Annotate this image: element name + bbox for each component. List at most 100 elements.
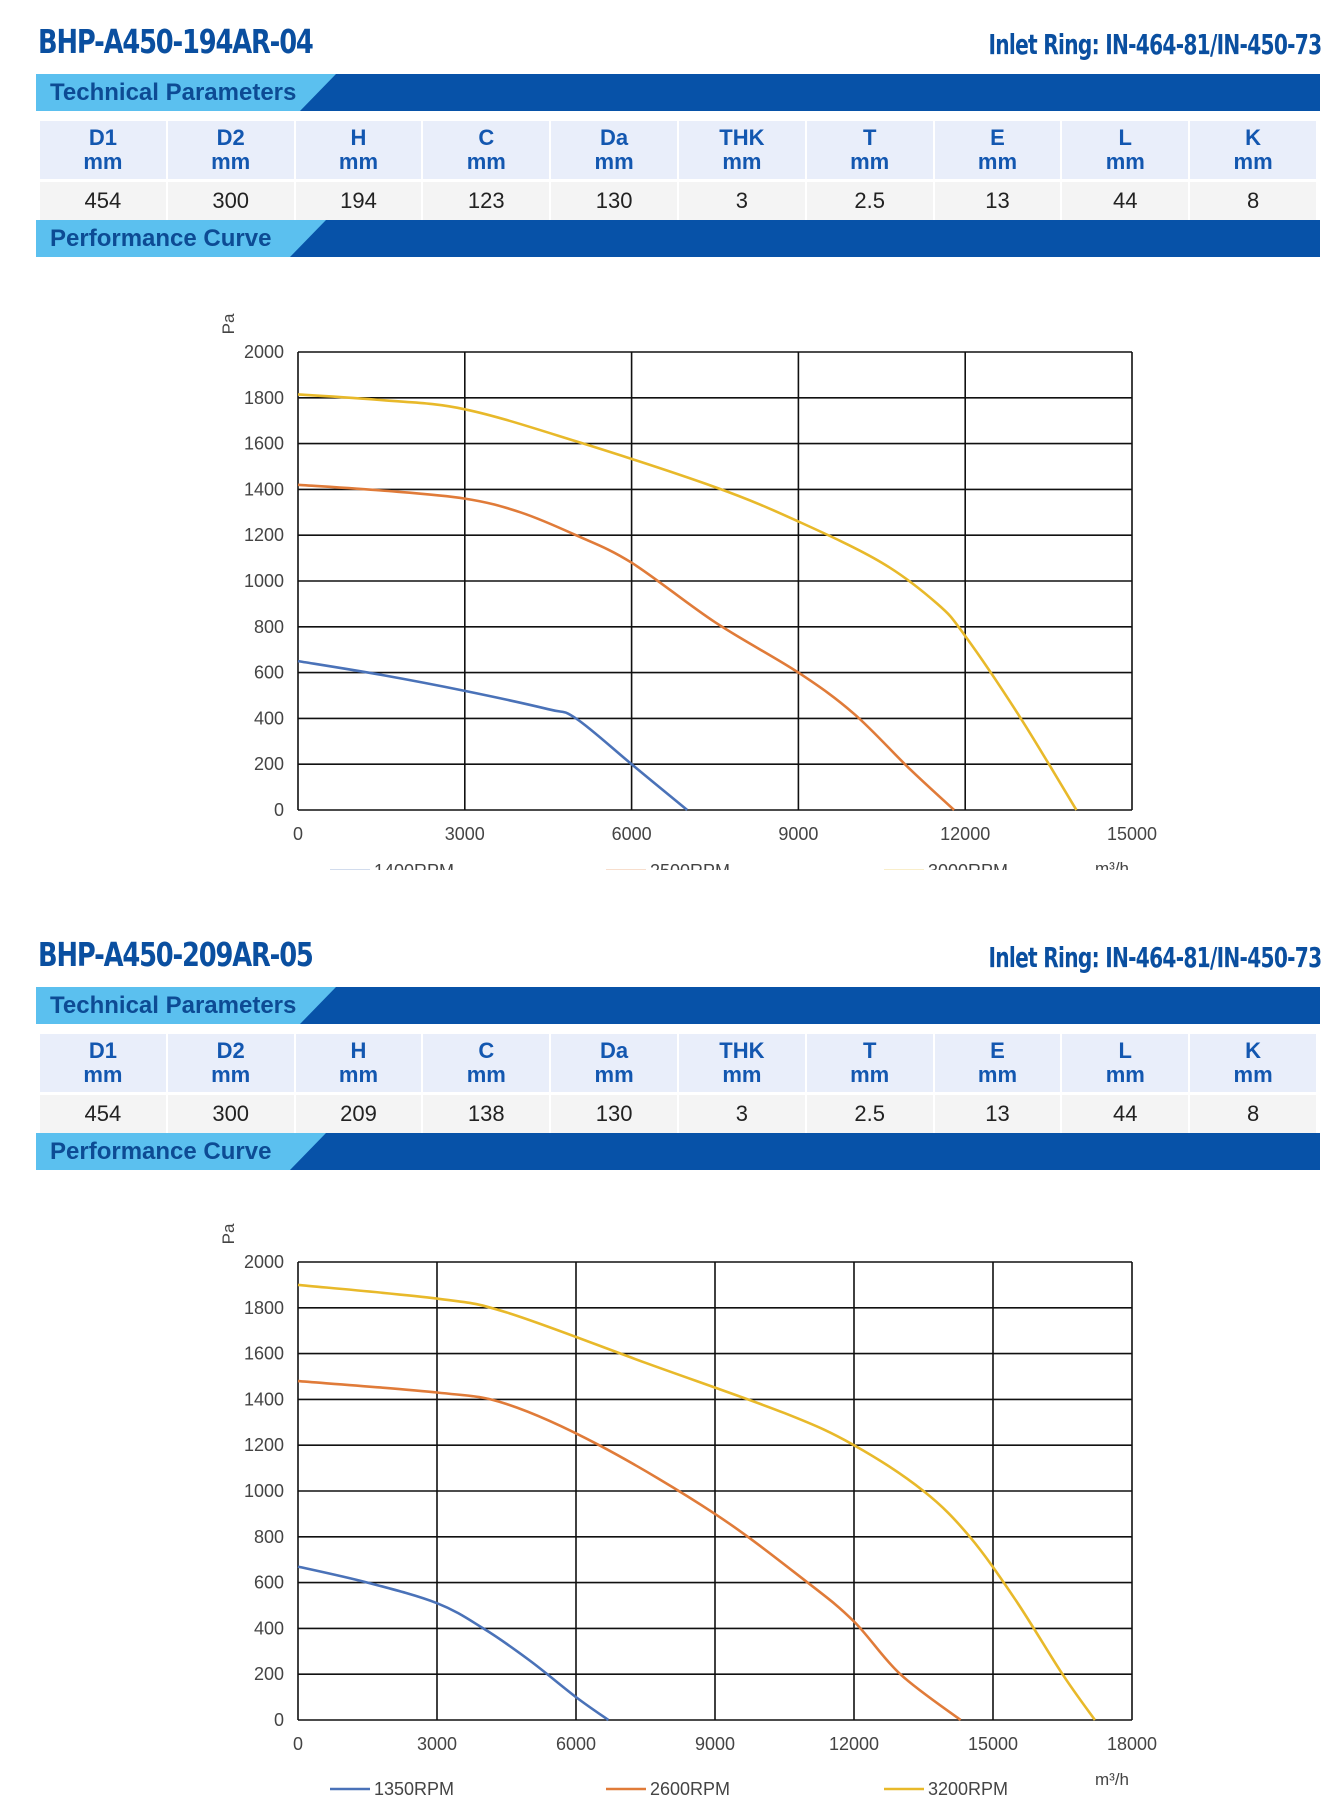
param-unit: mm — [83, 149, 123, 174]
param-header: D1 mm — [40, 121, 166, 179]
param-name: H — [350, 125, 367, 150]
y-tick-label: 1000 — [244, 571, 284, 591]
tech-params-band: Technical Parameters — [36, 987, 1320, 1024]
param-unit: mm — [466, 149, 506, 174]
param-name: H — [350, 1038, 367, 1063]
param-value: 300 — [167, 179, 294, 220]
tech-params-heading: Technical Parameters — [50, 79, 297, 106]
param-name: D2 — [216, 125, 245, 150]
series-line-2500RPM — [297, 483, 955, 811]
param-unit: mm — [1105, 1062, 1145, 1087]
x-tick-label: 18000 — [1107, 1734, 1157, 1754]
param-name: L — [1118, 1038, 1132, 1063]
param-header: THK mm — [678, 1034, 805, 1092]
param-name: T — [862, 125, 877, 150]
param-header: Da mm — [551, 1034, 677, 1092]
performance-chart-1: Pa 0 200 400 600 800 1000 1200 1400 1600 1800 2000 0… — [219, 313, 1157, 870]
param-unit: mm — [338, 149, 379, 174]
param-unit: mm — [83, 1062, 123, 1087]
inlet-ring-label: Inlet Ring: IN-464-81/IN-450-73 — [988, 28, 1322, 61]
band-highlight — [36, 987, 336, 1024]
param-value: 2.5 — [806, 179, 933, 220]
series-line-2600RPM — [297, 1379, 962, 1722]
y-axis-label: Pa — [219, 1223, 238, 1244]
y-tick-label: 600 — [254, 1573, 284, 1593]
y-tick-label: 800 — [254, 1527, 284, 1547]
x-tick-label: 0 — [293, 1734, 303, 1754]
param-value: 3 — [678, 179, 805, 220]
param-name: C — [478, 1038, 495, 1063]
y-tick-label: 1200 — [244, 525, 284, 545]
y-tick-label: 1600 — [244, 1344, 284, 1364]
param-name: THK — [719, 1038, 765, 1063]
perf-curve-band: Performance Curve — [36, 1133, 1320, 1170]
y-tick-label: 2000 — [244, 1252, 284, 1272]
param-header: D2 mm — [167, 1034, 294, 1092]
param-name: K — [1245, 125, 1262, 150]
param-name: THK — [719, 125, 765, 150]
y-tick-label: 400 — [254, 1618, 284, 1638]
param-unit: mm — [466, 1062, 506, 1087]
y-tick-label: 200 — [254, 1664, 284, 1684]
y-axis-label: Pa — [219, 313, 238, 334]
tech-params-heading: Technical Parameters — [50, 992, 297, 1019]
x-tick-label: 9000 — [778, 824, 818, 844]
y-tick-label: 0 — [274, 1710, 284, 1730]
x-tick-label: 15000 — [1107, 824, 1157, 844]
param-name: D1 — [88, 125, 117, 150]
param-value: 13 — [934, 1092, 1061, 1133]
param-unit: mm — [594, 1062, 634, 1087]
param-name: L — [1118, 125, 1132, 150]
param-unit: mm — [722, 1062, 762, 1087]
legend-label: 1350RPM — [374, 1779, 454, 1799]
inlet-ring-label: Inlet Ring: IN-464-81/IN-450-73 — [988, 941, 1322, 974]
params-value-row: 454 300 209 138 130 3 2.5 13 44 8 — [40, 1092, 1316, 1133]
band-highlight — [36, 74, 336, 111]
param-unit: mm — [1233, 149, 1273, 174]
y-tick-label: 0 — [274, 800, 284, 820]
x-tick-label: 9000 — [695, 1734, 735, 1754]
band-highlight — [36, 1133, 326, 1170]
y-tick-label: 1000 — [244, 1481, 284, 1501]
model-title: BHP-A450-209AR-05 — [38, 935, 314, 974]
x-axis-label: m³/h — [1095, 859, 1129, 870]
param-value: 3 — [678, 1092, 805, 1133]
param-value: 8 — [1190, 179, 1316, 220]
param-name: C — [478, 125, 495, 150]
x-tick-label: 3000 — [445, 824, 485, 844]
tech-params-band: Technical Parameters — [36, 74, 1320, 111]
param-unit: mm — [211, 1062, 251, 1087]
x-tick-label: 6000 — [612, 824, 652, 844]
param-name: Da — [600, 125, 629, 150]
y-tick-label: 800 — [254, 617, 284, 637]
x-tick-label: 12000 — [940, 824, 990, 844]
series-line-3200RPM — [297, 1283, 1096, 1721]
param-value: 13 — [934, 179, 1061, 220]
param-name: T — [862, 1038, 877, 1063]
param-unit: mm — [338, 1062, 379, 1087]
param-value: 300 — [167, 1092, 294, 1133]
param-value: 8 — [1190, 1092, 1316, 1133]
perf-curve-heading: Performance Curve — [50, 225, 272, 252]
param-unit: mm — [211, 149, 251, 174]
param-name: D1 — [88, 1038, 117, 1063]
performance-chart-2: Pa 0 200 400 600 800 1000 1200 1400 1600 1800 2000 0… — [219, 1223, 1157, 1799]
legend-label: 3200RPM — [928, 1779, 1008, 1799]
y-tick-label: 200 — [254, 754, 284, 774]
param-value: 44 — [1062, 179, 1189, 220]
param-name: K — [1245, 1038, 1262, 1063]
param-value: 194 — [295, 179, 422, 220]
y-tick-label: 2000 — [244, 342, 284, 362]
param-value: 454 — [40, 1092, 166, 1133]
series-line-3000RPM — [297, 393, 1078, 811]
